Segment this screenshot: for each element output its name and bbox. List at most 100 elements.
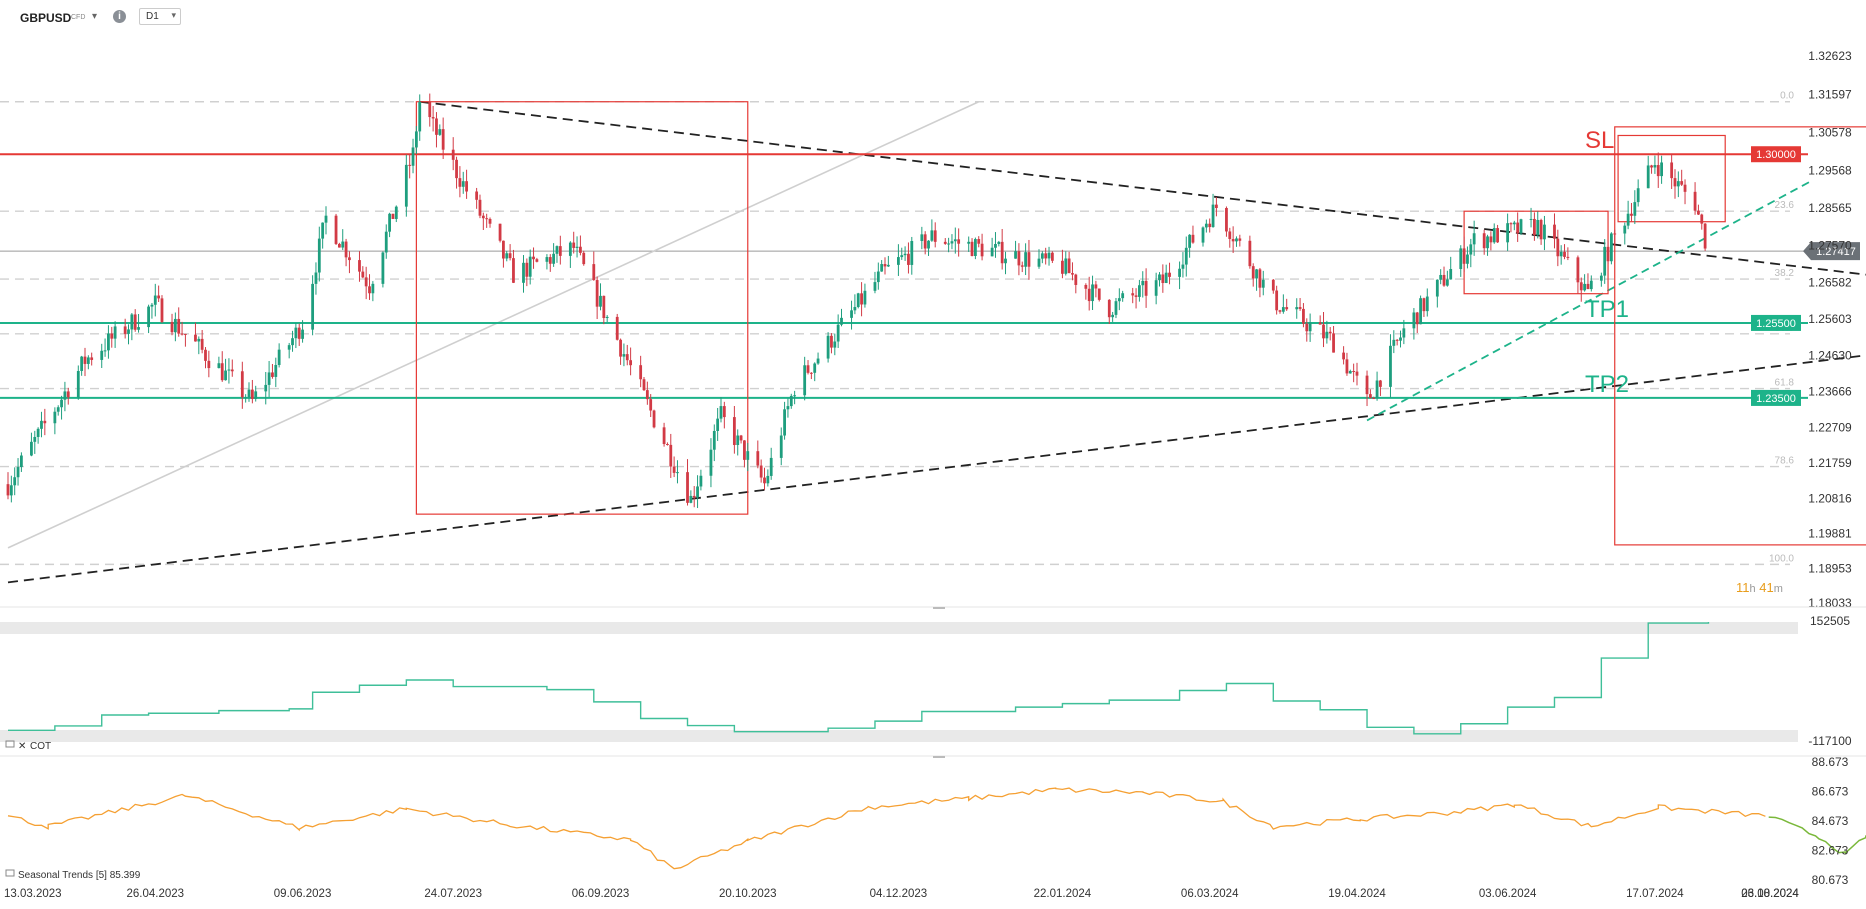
fib-level-label: 61.8 [1775,378,1795,389]
annotation-box[interactable] [416,102,747,514]
axes: 1.326231.315971.305781.295681.285651.275… [0,49,1866,900]
candle-body [1396,340,1399,341]
candle-body [1094,284,1097,288]
candle-body [1299,307,1302,309]
candle-body [1161,274,1164,283]
candle-body [1674,178,1677,186]
candle-body [1325,332,1328,339]
y-tick-label: 1.21759 [1808,456,1852,470]
candle-body [1349,371,1352,373]
candle-body [626,354,629,360]
seasonal-series-line[interactable] [8,788,1765,869]
candle-body [408,165,411,166]
candle-body [294,328,297,339]
candle-body [1513,223,1516,225]
candle-body [442,129,445,150]
candle-body [137,327,140,330]
candle-body [17,467,20,477]
trendline-black-dashed[interactable] [420,102,1866,280]
candle-body [696,486,699,497]
candle-body [1178,269,1181,277]
candle-body [700,476,703,487]
candle-body [900,255,903,257]
candle-body [669,445,672,467]
candle-body [522,263,525,283]
candle-body [643,379,646,390]
indicator-menu-icon[interactable] [6,870,14,876]
annotation-box[interactable] [1615,127,1866,545]
candle-body [1366,376,1369,395]
candle-body [967,242,970,244]
candle-body [874,282,877,291]
candle-body [1061,261,1064,274]
candle-body [231,370,234,372]
candle-body [458,178,461,187]
candle-body [325,216,328,223]
candle-body [1098,288,1101,299]
panel-resize-handle[interactable] [933,756,945,758]
candle-body [438,129,441,135]
candle-body [1439,275,1442,280]
candle-body [535,259,538,262]
indicator-close-icon[interactable]: ✕ [18,741,26,752]
price-panel[interactable]: 0.023.638.250.061.878.6100.0SL1.30000TP1… [0,91,1866,595]
candle-body [1540,220,1543,239]
candle-body [177,319,180,334]
x-tick-label: 22.01.2024 [1034,888,1092,900]
candle-body [840,318,843,325]
candle-body [1158,274,1161,280]
seasonal-panel[interactable]: 88.673 86.673 84.673 82.673 80.673 Seasonal T… [6,755,1866,887]
candle-body [1553,225,1556,239]
y-tick-label: 1.24630 [1808,349,1852,363]
candle-body [1660,162,1663,176]
candle-body [1208,224,1211,227]
candle-body [897,257,900,265]
candle-body [549,257,552,264]
candle-body [311,284,314,330]
candle-body [676,472,679,473]
candle-body [857,293,860,307]
candle-body [321,223,324,239]
candle-body [653,411,656,428]
candle-body [994,244,997,248]
y-tick-label: 1.26582 [1808,275,1852,289]
cot-panel[interactable]: 152505 -117100 ✕ COT [0,614,1852,752]
candle-body [1088,289,1091,301]
candle-body [1566,257,1569,258]
cot-series-line[interactable] [8,622,1708,734]
candle-body [713,431,716,450]
candle-body [64,391,67,399]
candle-body [716,419,719,431]
candle-body [1262,280,1265,288]
candle-body [1192,235,1195,243]
candle-body [1600,276,1603,281]
candle-body [184,334,187,335]
trendline-gray-solid[interactable] [8,102,979,548]
candle-body [1369,394,1372,398]
y-tick-label: 1.25603 [1808,312,1852,326]
candle-body [361,272,364,278]
y-tick-label: 1.30578 [1808,126,1852,140]
candle-body [1185,248,1188,265]
candle-body [1536,220,1539,235]
candle-body [130,314,133,329]
candle-body [790,396,793,406]
candle-body [1556,239,1559,257]
y-tick-label: 1.32623 [1808,49,1852,63]
candle-body [301,330,304,339]
candle-body [1202,227,1205,242]
candle-body [997,242,1000,244]
candle-body [1305,324,1308,332]
candle-body [1141,281,1144,285]
candle-body [20,456,23,468]
candle-body [1580,282,1583,290]
candle-body [1590,281,1593,289]
candle-body [830,336,833,348]
annotation-box[interactable] [1464,211,1608,293]
candle-body [37,429,40,437]
candle-body [1014,251,1017,258]
candle-body [90,357,93,360]
panel-resize-handle[interactable] [933,607,945,609]
cot-lower-band [0,730,1798,742]
